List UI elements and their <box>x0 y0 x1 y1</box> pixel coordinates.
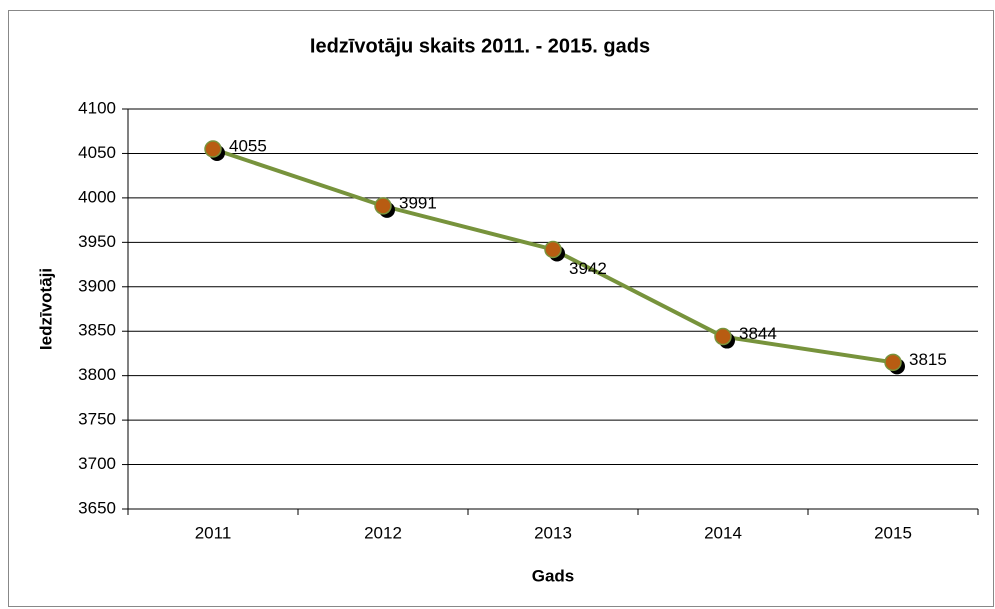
x-axis-title: Gads <box>532 566 575 585</box>
y-tick-label: 3900 <box>78 276 116 295</box>
chart-frame <box>8 10 994 607</box>
marker <box>544 240 562 259</box>
x-tick-label: 2013 <box>534 523 572 542</box>
x-tick-label: 2014 <box>704 523 742 542</box>
marker <box>204 140 222 158</box>
marker <box>374 197 392 215</box>
y-tick-label: 4100 <box>78 98 116 117</box>
y-tick-label: 3700 <box>78 454 116 473</box>
y-axis-title: Iedzīvotāji <box>36 268 55 350</box>
data-label: 3942 <box>569 259 607 278</box>
data-label: 3844 <box>739 324 777 343</box>
y-tick-label: 3750 <box>78 410 116 429</box>
y-tick-label: 4050 <box>78 143 116 162</box>
x-tick-label: 2012 <box>364 523 402 542</box>
y-tick-label: 4000 <box>78 187 116 206</box>
data-label: 3815 <box>909 350 947 369</box>
y-tick-label: 3850 <box>78 321 116 340</box>
marker <box>884 353 902 372</box>
y-tick-label: 3800 <box>78 365 116 384</box>
x-tick-label: 2011 <box>195 523 232 542</box>
data-label: 3991 <box>399 193 437 212</box>
x-tick-label: 2015 <box>874 523 912 542</box>
marker <box>714 327 732 346</box>
data-label: 4055 <box>229 136 267 155</box>
y-tick-label: 3950 <box>78 232 116 251</box>
y-tick-label: 3650 <box>78 498 116 517</box>
chart-title: Iedzīvotāju skaits 2011. - 2015. gads <box>310 35 650 57</box>
